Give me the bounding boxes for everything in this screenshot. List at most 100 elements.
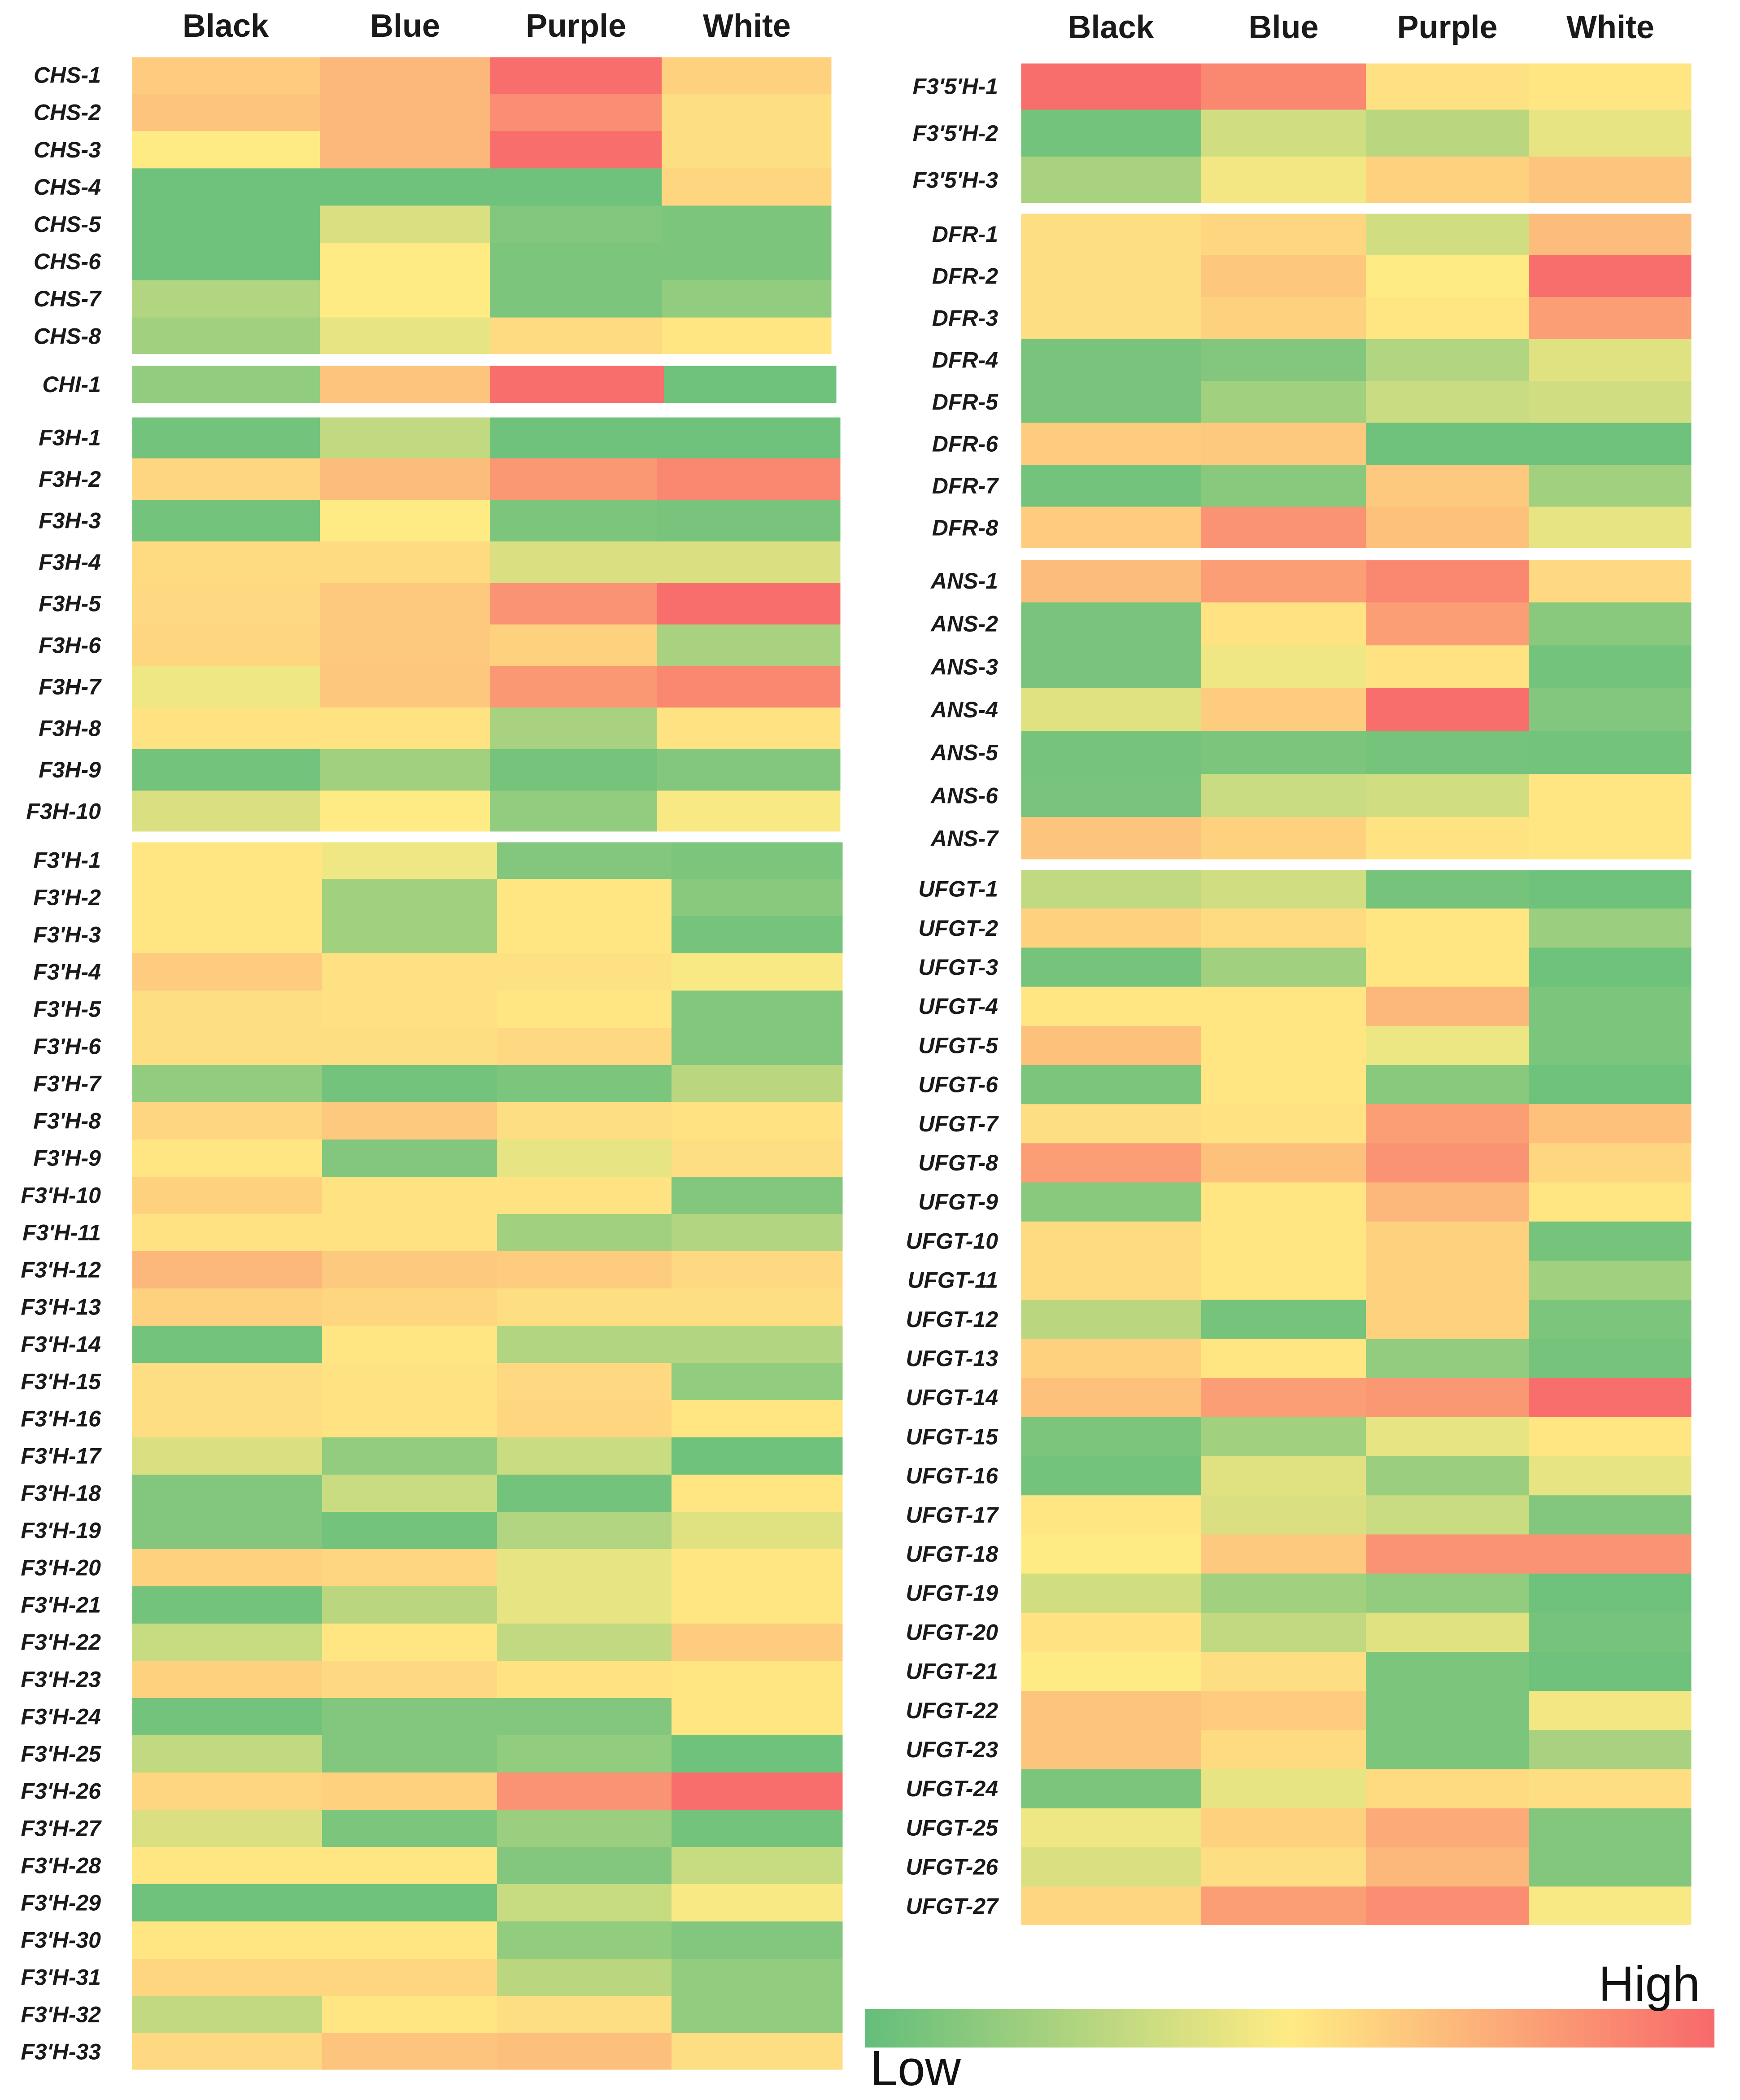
row-label-chs-6: CHS-6 xyxy=(34,249,101,274)
row-label-dfr-5: DFR-5 xyxy=(932,389,999,415)
cell-f3h-7-white xyxy=(657,666,842,708)
row-label-ufgt-6: UFGT-6 xyxy=(918,1072,999,1097)
cell-f3ph-21-purple xyxy=(497,1586,672,1624)
row-label-ufgt-19: UFGT-19 xyxy=(906,1580,998,1606)
row-label-ufgt-11: UFGT-11 xyxy=(907,1268,998,1293)
cell-ufgt-19-black xyxy=(1020,1573,1202,1613)
heatmap-row-f3ph-23: F3'H-23 xyxy=(21,1661,844,1698)
cell-ufgt-19-purple xyxy=(1366,1573,1529,1613)
cell-f3ph-10-black xyxy=(131,1177,323,1214)
row-label-f3h-7: F3H-7 xyxy=(39,674,102,699)
row-label-ufgt-18: UFGT-18 xyxy=(906,1541,998,1567)
cell-f3ph-18-blue xyxy=(322,1475,497,1512)
row-label-f3ph-13: F3'H-13 xyxy=(21,1295,101,1320)
f3ph-block-border xyxy=(131,841,844,2071)
row-label-ufgt-14: UFGT-14 xyxy=(906,1385,998,1410)
cell-f3ph-5-black xyxy=(131,991,323,1028)
cell-dfr-4-purple xyxy=(1366,339,1529,381)
cell-chs-3-purple xyxy=(490,131,662,169)
heatmap-row-f3ph-7: F3'H-7 xyxy=(33,1065,844,1103)
cell-f3ph-9-blue xyxy=(322,1140,497,1177)
cell-f3p5ph-2-white xyxy=(1529,109,1692,157)
cell-ufgt-11-purple xyxy=(1366,1261,1529,1300)
dfr-block: DFR-1 DFR-2 DFR-3 DFR-4 DFR-5 DFR-6 DFR-7 DFR-8 xyxy=(932,212,1693,550)
cell-chs-6-purple xyxy=(490,243,662,281)
cell-ufgt-14-white xyxy=(1529,1378,1692,1418)
cell-ufgt-14-purple xyxy=(1366,1378,1529,1418)
row-label-chs-1: CHS-1 xyxy=(34,63,101,88)
cell-f3ph-17-purple xyxy=(497,1437,672,1475)
f3p5ph-block-border xyxy=(1020,62,1693,204)
left-column-header-blue: Blue xyxy=(370,8,440,44)
row-label-f3ph-27: F3'H-27 xyxy=(21,1816,102,1841)
cell-f3ph-25-purple xyxy=(497,1735,672,1773)
cell-f3ph-20-purple xyxy=(497,1549,672,1587)
cell-f3ph-33-purple xyxy=(497,2033,672,2071)
row-label-f3h-9: F3H-9 xyxy=(39,757,101,782)
cell-ans-5-black xyxy=(1020,731,1202,775)
cell-f3h-8-white xyxy=(657,707,842,750)
heatmap-row-ans-7: ANS-7 xyxy=(930,817,1692,860)
cell-ufgt-17-blue xyxy=(1201,1495,1366,1535)
cell-ufgt-7-white xyxy=(1529,1104,1692,1144)
heatmap-row-dfr-4: DFR-4 xyxy=(932,339,1692,381)
heatmap-row-f3ph-33: F3'H-33 xyxy=(21,2033,844,2071)
cell-f3h-10-blue xyxy=(320,790,491,833)
heatmap-row-f3ph-19: F3'H-19 xyxy=(21,1512,844,1550)
cell-f3ph-31-white xyxy=(672,1959,844,1996)
cell-ufgt-6-blue xyxy=(1201,1065,1366,1105)
cell-f3ph-12-white xyxy=(672,1251,844,1289)
heatmap-row-ufgt-16: UFGT-16 xyxy=(906,1456,1692,1496)
cell-f3ph-4-black xyxy=(131,953,323,991)
ans-block: ANS-1 ANS-2 ANS-3 ANS-4 ANS-5 ANS-6 ANS-7 xyxy=(930,559,1693,861)
cell-ans-6-white xyxy=(1529,774,1692,817)
row-label-ufgt-9: UFGT-9 xyxy=(918,1189,998,1214)
heatmap-row-f3h-9: F3H-9 xyxy=(39,749,842,791)
cell-ans-2-black xyxy=(1020,602,1202,646)
cell-dfr-4-blue xyxy=(1201,339,1366,381)
heatmap-row-f3h-3: F3H-3 xyxy=(39,500,842,542)
cell-f3ph-1-black xyxy=(131,842,323,879)
cell-ufgt-1-purple xyxy=(1366,869,1529,909)
cell-f3p5ph-2-blue xyxy=(1201,109,1366,157)
cell-f3ph-28-white xyxy=(672,1847,844,1885)
row-label-f3h-3: F3H-3 xyxy=(39,508,101,533)
cell-f3ph-10-blue xyxy=(322,1177,497,1214)
heatmap-row-ufgt-19: UFGT-19 xyxy=(906,1573,1692,1613)
cell-f3ph-15-blue xyxy=(322,1363,497,1401)
row-label-f3ph-30: F3'H-30 xyxy=(21,1928,101,1953)
heatmap-row-f3ph-4: F3'H-4 xyxy=(33,953,844,991)
cell-f3ph-14-white xyxy=(672,1326,844,1363)
cell-ufgt-13-blue xyxy=(1201,1339,1366,1379)
cell-chs-7-black xyxy=(131,280,320,318)
cell-ufgt-15-blue xyxy=(1201,1417,1366,1457)
cell-f3ph-6-blue xyxy=(322,1028,497,1065)
cell-ans-1-purple xyxy=(1366,559,1529,603)
heatmap-row-ufgt-9: UFGT-9 xyxy=(918,1182,1692,1222)
cell-f3h-1-black xyxy=(131,417,320,459)
cell-f3ph-32-white xyxy=(672,1996,844,2034)
cell-ufgt-2-black xyxy=(1020,908,1202,948)
cell-f3ph-21-black xyxy=(131,1586,323,1624)
cell-ufgt-23-black xyxy=(1020,1730,1202,1770)
cell-f3h-9-black xyxy=(131,749,320,791)
cell-chs-4-purple xyxy=(490,168,662,206)
cell-chs-6-white xyxy=(662,243,833,281)
row-label-f3ph-3: F3'H-3 xyxy=(33,922,101,947)
cell-ufgt-13-white xyxy=(1529,1339,1692,1379)
cell-f3ph-15-black xyxy=(131,1363,323,1401)
cell-f3ph-9-white xyxy=(672,1140,844,1177)
cell-dfr-6-white xyxy=(1529,423,1692,465)
cell-f3ph-27-black xyxy=(131,1810,323,1847)
heatmap-row-f3ph-3: F3'H-3 xyxy=(33,916,844,954)
row-label-ans-3: ANS-3 xyxy=(930,654,998,679)
cell-f3h-4-blue xyxy=(320,541,491,583)
row-label-f3ph-10: F3'H-10 xyxy=(21,1183,101,1208)
cell-dfr-2-black xyxy=(1020,255,1202,297)
cell-f3ph-22-blue xyxy=(322,1624,497,1661)
row-label-f3ph-5: F3'H-5 xyxy=(33,997,101,1022)
cell-ufgt-6-white xyxy=(1529,1065,1692,1105)
cell-f3ph-29-black xyxy=(131,1884,323,1922)
row-label-f3ph-31: F3'H-31 xyxy=(21,1965,101,1990)
row-label-ans-6: ANS-6 xyxy=(930,783,999,808)
